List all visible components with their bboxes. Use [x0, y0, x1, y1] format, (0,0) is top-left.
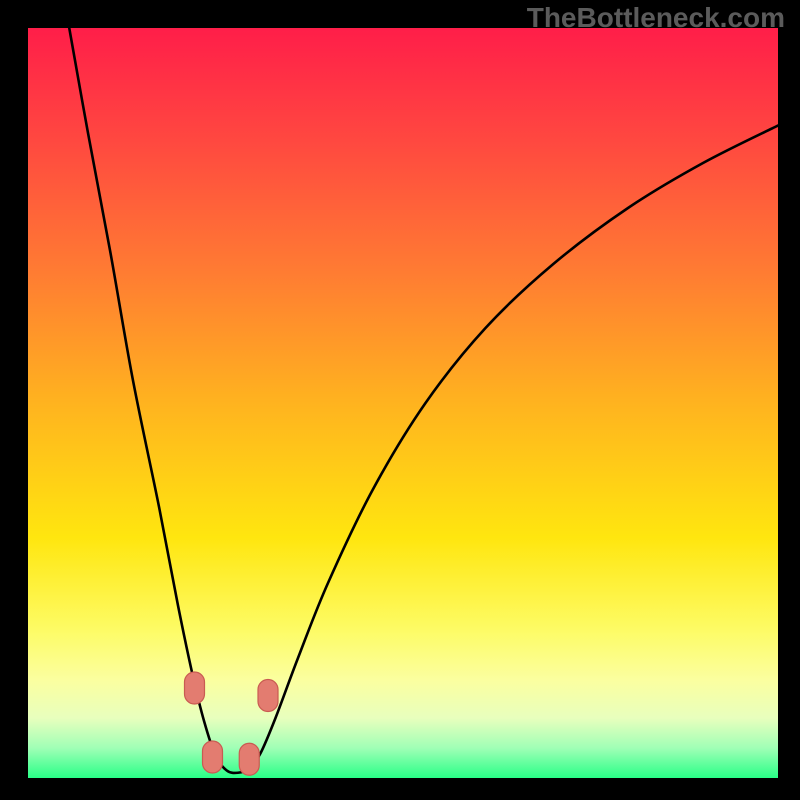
curve-marker [258, 680, 278, 712]
curve-marker [239, 743, 259, 775]
watermark-text: TheBottleneck.com [527, 2, 785, 34]
curve-marker [185, 672, 205, 704]
gradient-background [28, 28, 778, 778]
chart-container: TheBottleneck.com [0, 0, 800, 800]
curve-marker [203, 741, 223, 773]
bottleneck-chart [28, 28, 778, 778]
plot-area [28, 28, 778, 778]
